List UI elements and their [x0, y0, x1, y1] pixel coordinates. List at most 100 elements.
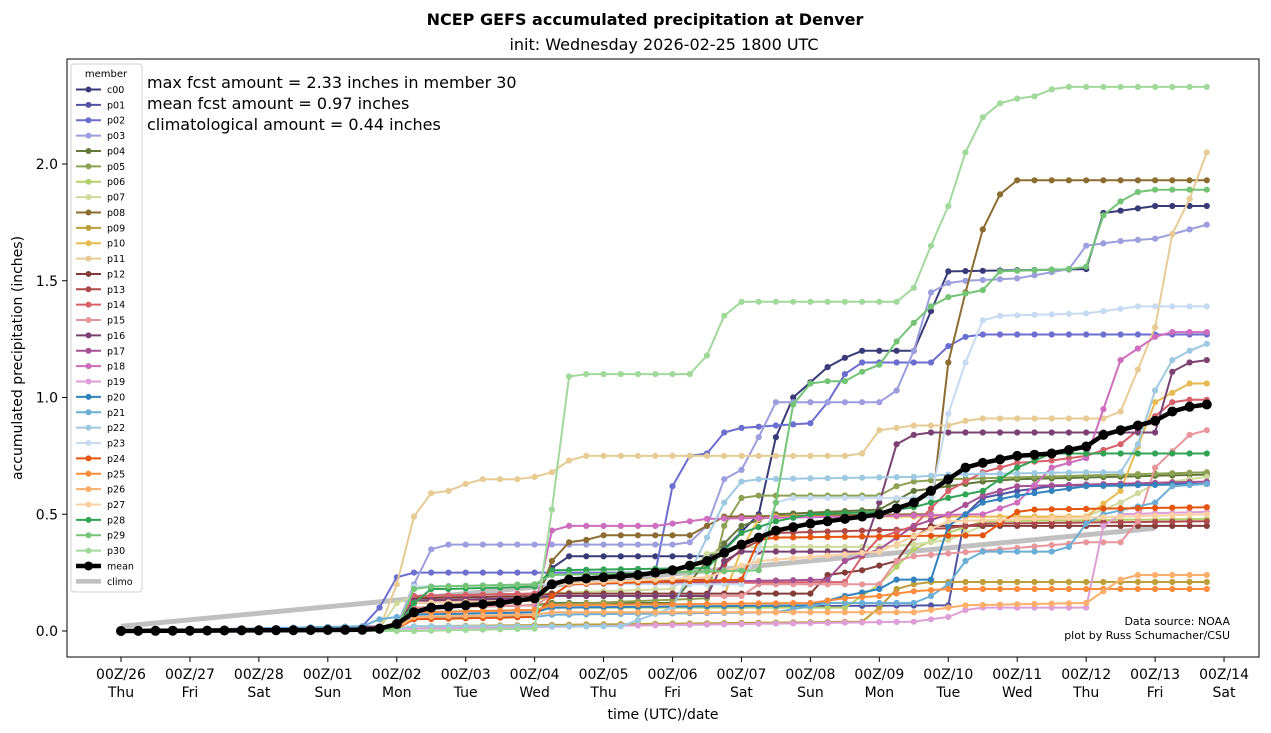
data-point-p28	[979, 487, 986, 494]
data-point-p11	[479, 476, 486, 483]
data-point-p25	[1083, 585, 1090, 593]
data-point-p03	[1083, 242, 1090, 249]
data-point-p02	[772, 422, 780, 429]
data-point-p30	[876, 298, 883, 305]
legend-label: p13	[107, 285, 125, 296]
data-point-p18	[669, 520, 676, 527]
data-point-mean	[684, 560, 695, 571]
data-point-p24	[824, 533, 831, 541]
data-point-p08	[583, 536, 590, 544]
data-point-p03	[445, 541, 452, 548]
data-point-p16	[738, 548, 745, 555]
legend-item-p21: p21	[76, 408, 125, 419]
data-point-p26	[617, 609, 624, 616]
plot-area	[66, 58, 1260, 658]
data-point-p24	[1031, 506, 1038, 513]
data-point-p26	[721, 609, 728, 616]
data-point-p03	[876, 399, 883, 406]
data-point-p19	[807, 620, 814, 627]
data-point-p16	[1203, 357, 1210, 364]
data-point-p30	[1048, 86, 1055, 93]
data-point-mean	[908, 497, 919, 508]
legend-label: p29	[107, 531, 125, 542]
data-point-p29	[841, 378, 849, 385]
data-point-p03	[600, 541, 607, 548]
data-point-mean	[839, 513, 850, 524]
legend-label: p16	[107, 331, 125, 342]
data-point-p05	[1169, 470, 1176, 477]
data-point-p16	[1014, 429, 1021, 436]
data-point-p22	[790, 475, 797, 482]
data-point-mean	[512, 595, 523, 606]
data-point-p28	[600, 566, 607, 573]
data-point-p09	[979, 578, 986, 586]
data-point-p18	[721, 515, 728, 522]
data-point-p30	[1083, 83, 1090, 90]
data-point-mean	[288, 625, 299, 636]
x-tick-label: 00Z/01	[303, 667, 353, 683]
data-point-mean	[1132, 420, 1143, 431]
data-point-p27	[1065, 514, 1072, 522]
data-point-p25	[876, 592, 883, 600]
legend-item-p19: p19	[76, 377, 125, 388]
data-point-p02	[531, 569, 538, 576]
data-point-p30	[600, 371, 607, 378]
data-point-mean	[633, 570, 643, 580]
legend-marker	[85, 255, 92, 262]
data-point-p26	[772, 609, 780, 616]
data-point-p19	[841, 619, 849, 626]
data-point-mean	[340, 624, 351, 635]
data-point-p26	[790, 609, 797, 616]
data-point-p16	[945, 429, 952, 436]
y-tick-label: 0.5	[36, 507, 58, 523]
data-point-p30	[617, 371, 624, 378]
data-point-p19	[893, 618, 900, 626]
data-point-p22	[927, 472, 935, 479]
data-point-mean	[426, 602, 437, 613]
data-point-p11	[979, 415, 986, 422]
data-point-p26	[497, 612, 504, 619]
data-point-p09	[910, 581, 917, 588]
data-point-p21	[1014, 548, 1021, 555]
data-point-p28	[927, 499, 935, 506]
data-point-p26	[1014, 601, 1021, 608]
data-point-p22	[617, 623, 624, 630]
data-point-p22	[979, 470, 986, 478]
data-point-p27	[962, 517, 969, 524]
legend-title: member	[85, 69, 128, 80]
data-point-p25	[945, 585, 952, 593]
data-point-p12	[841, 569, 849, 576]
data-point-mean	[443, 601, 454, 612]
data-point-p29	[876, 361, 883, 368]
data-point-p11	[1014, 415, 1021, 422]
data-point-p13	[807, 528, 814, 536]
data-point-p28	[807, 511, 814, 518]
data-point-p10	[1169, 389, 1176, 396]
data-point-p11	[772, 452, 780, 459]
data-point-p26	[876, 609, 883, 616]
data-point-p02	[755, 423, 762, 430]
data-point-p07	[927, 539, 935, 546]
data-point-p11	[600, 452, 607, 459]
data-point-p07	[772, 543, 780, 551]
data-point-p17	[790, 577, 797, 584]
data-point-p18	[1117, 357, 1124, 364]
data-point-p29	[1031, 267, 1038, 274]
data-point-p13	[1117, 519, 1124, 526]
chart-title: NCEP GEFS accumulated precipitation at D…	[427, 10, 864, 29]
legend-item-p30: p30	[76, 546, 125, 557]
data-point-p02	[428, 569, 435, 576]
data-point-p25	[790, 600, 797, 607]
data-point-p04	[945, 483, 952, 490]
legend-label: p28	[107, 515, 125, 526]
legend-item-p16: p16	[76, 331, 125, 342]
data-point-p17	[979, 492, 986, 499]
data-point-p30	[962, 149, 969, 156]
data-point-p03	[479, 541, 486, 548]
data-point-p18	[996, 505, 1004, 512]
data-point-c00	[772, 434, 780, 441]
data-point-p23	[979, 317, 986, 324]
data-point-mean	[822, 516, 833, 527]
data-point-p30	[1031, 93, 1038, 100]
data-point-p25	[1065, 585, 1072, 593]
